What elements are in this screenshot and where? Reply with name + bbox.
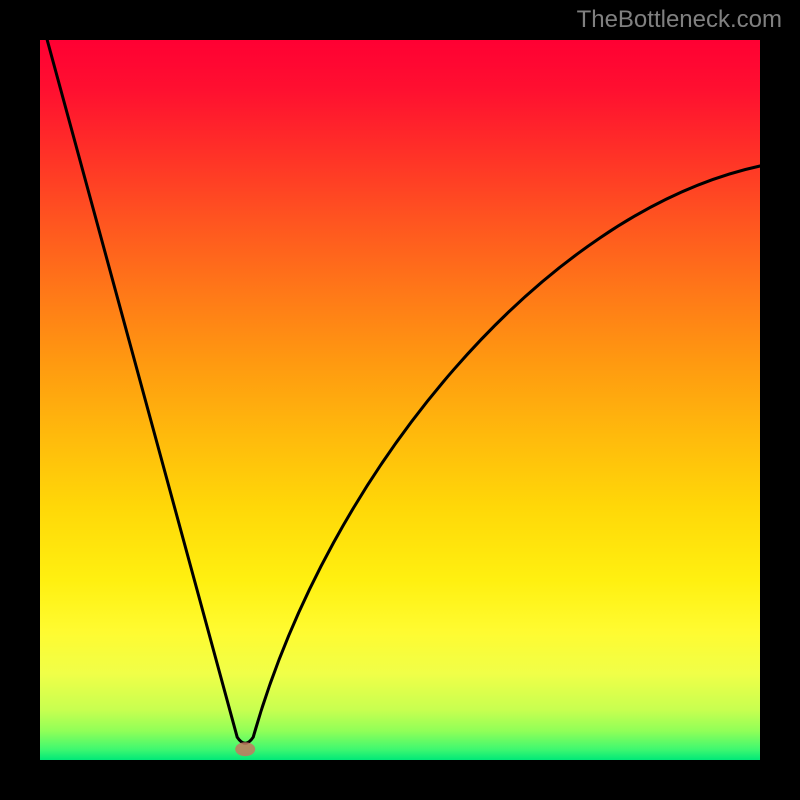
- optimal-point-marker: [235, 742, 255, 756]
- watermark-text: TheBottleneck.com: [577, 6, 782, 34]
- plot-background: [40, 40, 760, 760]
- bottleneck-chart: [0, 0, 800, 800]
- chart-frame: TheBottleneck.com: [0, 0, 800, 800]
